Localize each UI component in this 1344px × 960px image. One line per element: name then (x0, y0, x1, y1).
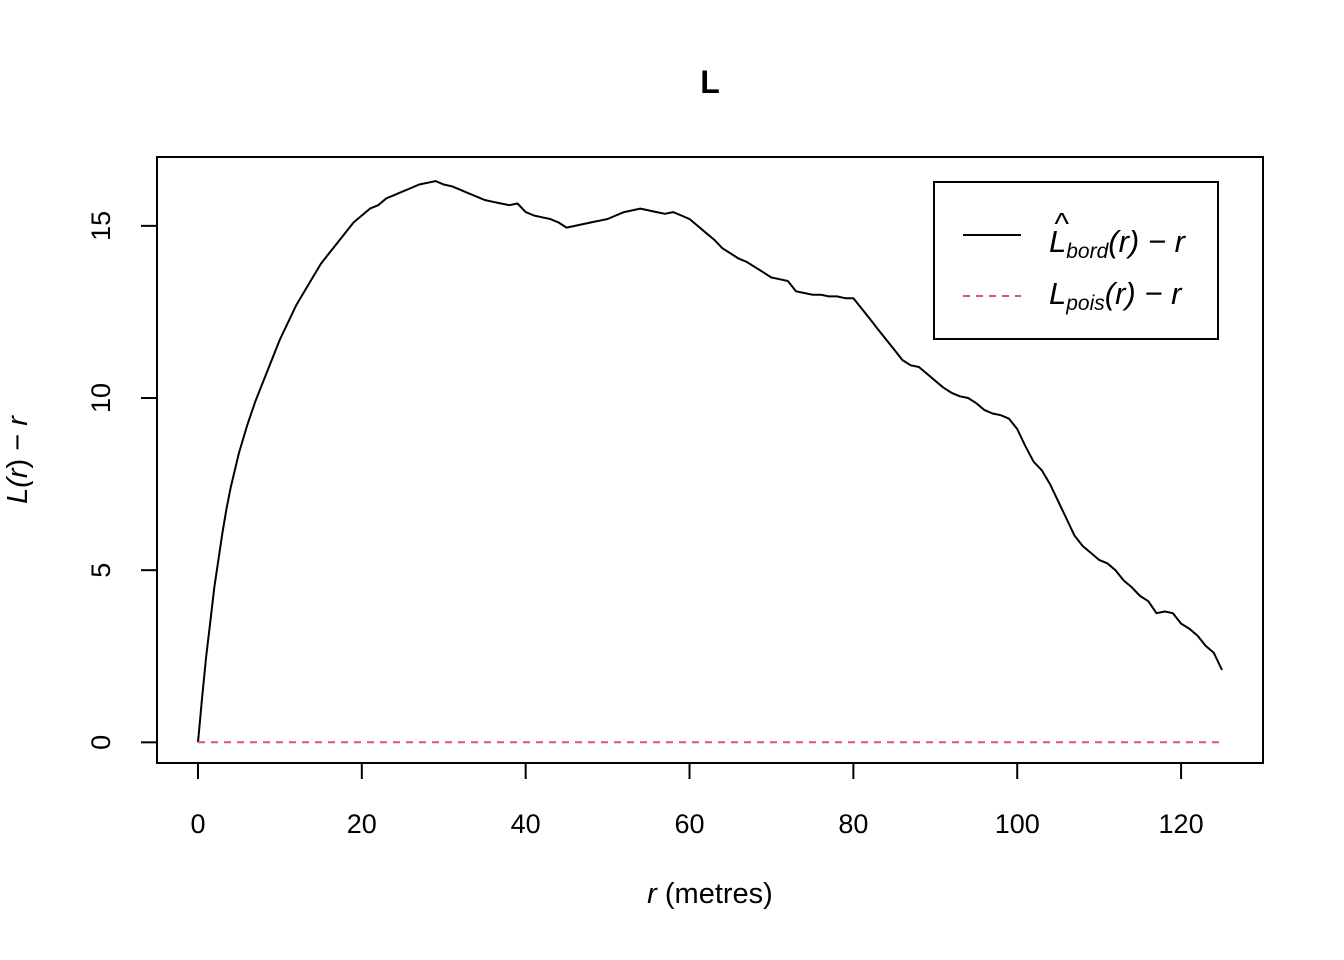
y-axis-label-var2: r (2, 415, 34, 426)
x-tick-label: 20 (347, 809, 377, 839)
legend-label-pois-main: L (1049, 276, 1066, 311)
chart-title: L (700, 64, 720, 100)
legend-label-bord-sub: bord (1066, 240, 1109, 263)
y-tick-label: 5 (86, 563, 116, 578)
x-axis-label: r (metres) (647, 878, 773, 910)
x-axis-label-unit: (metres) (657, 878, 773, 910)
legend-label-pois-sub: pois (1065, 292, 1105, 315)
y-tick-label: 15 (86, 211, 116, 241)
y-tick-label: 10 (86, 383, 116, 413)
legend-label-bord: Lbord(r) − r (1049, 224, 1187, 263)
y-axis: 0 5 10 15 (86, 211, 158, 750)
series-layer (197, 180, 1223, 744)
y-axis-label-pre: L( (2, 475, 34, 504)
x-tick-label: 0 (190, 809, 205, 839)
x-tick-label: 40 (511, 809, 541, 839)
y-axis-label-post: ) − (2, 426, 34, 469)
x-tick-label: 120 (1159, 809, 1204, 839)
x-tick-label: 60 (674, 809, 704, 839)
y-tick-label: 0 (86, 735, 116, 750)
x-axis-label-var: r (647, 878, 658, 910)
legend-hat-bord: ^ (1054, 206, 1069, 241)
x-tick-label: 100 (995, 809, 1040, 839)
y-axis-label: L(r) − r (2, 415, 34, 504)
x-tick-label: 80 (838, 809, 868, 839)
y-axis-label-var: r (2, 467, 34, 478)
series-line-bord (197, 180, 1223, 743)
x-axis: 0 20 40 60 80 100 120 (190, 762, 1204, 839)
legend-label-pois: Lpois(r) − r (1049, 276, 1183, 315)
legend-box (933, 181, 1219, 340)
legend-label-bord-tail: (r) − r (1108, 224, 1186, 259)
legend-label-pois-tail: (r) − r (1105, 276, 1183, 311)
legend: Lbord(r) − r ^ Lpois(r) − r (933, 181, 1219, 340)
legend-label-bord-main: L (1049, 224, 1066, 259)
